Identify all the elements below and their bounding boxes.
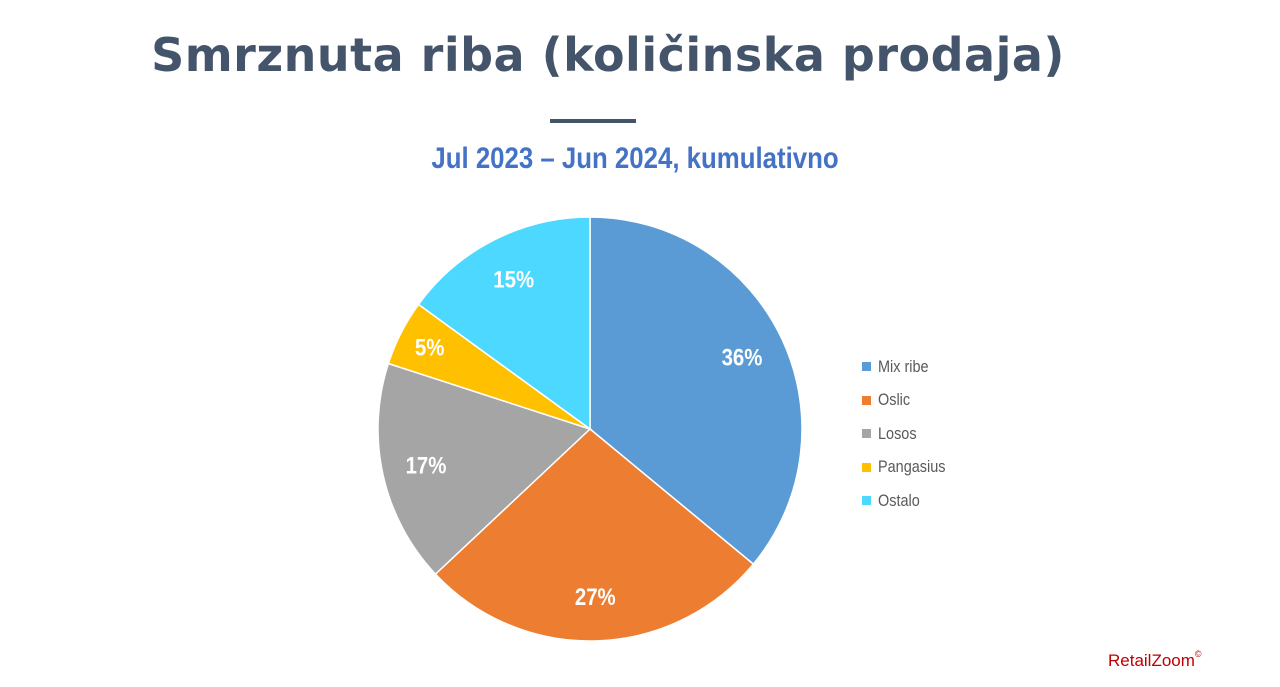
chart-title: Smrznuta riba (količinska prodaja) <box>151 28 1065 82</box>
pie-slice-losos <box>377 362 592 576</box>
data-label-mix-ribe: 36% <box>722 344 763 371</box>
data-label-oslic: 27% <box>575 583 616 610</box>
legend-label: Losos <box>878 423 917 443</box>
data-label-pangasius: 5% <box>415 334 445 361</box>
legend-swatch <box>862 496 871 506</box>
legend-swatch <box>862 462 871 472</box>
pie-slice-mix-ribe <box>589 216 803 566</box>
pie-slice-ostalo <box>417 216 591 431</box>
legend-item-losos: Losos <box>862 417 957 451</box>
title-divider <box>550 119 636 123</box>
brand-logo: RetailZoom© <box>1108 649 1202 670</box>
legend-item-ostalo: Ostalo <box>862 484 957 518</box>
data-label-ostalo: 15% <box>493 266 534 293</box>
legend-label: Mix ribe <box>878 356 929 376</box>
legend-swatch <box>862 362 871 372</box>
legend-item-oslic: Oslic <box>862 384 957 418</box>
pie-slice-oslic <box>434 428 755 642</box>
legend-swatch <box>862 429 871 439</box>
legend-label: Oslic <box>878 390 911 410</box>
chart-subtitle: Jul 2023 – Jun 2024, kumulativno <box>431 142 839 175</box>
legend-label: Pangasius <box>878 457 946 477</box>
data-label-losos: 17% <box>406 452 447 479</box>
legend-swatch <box>862 395 871 405</box>
legend-item-mix-ribe: Mix ribe <box>862 350 957 384</box>
legend-label: Ostalo <box>878 490 920 510</box>
legend: Mix ribe Oslic Losos Pangasius Ostalo <box>862 350 957 518</box>
legend-item-pangasius: Pangasius <box>862 451 957 485</box>
